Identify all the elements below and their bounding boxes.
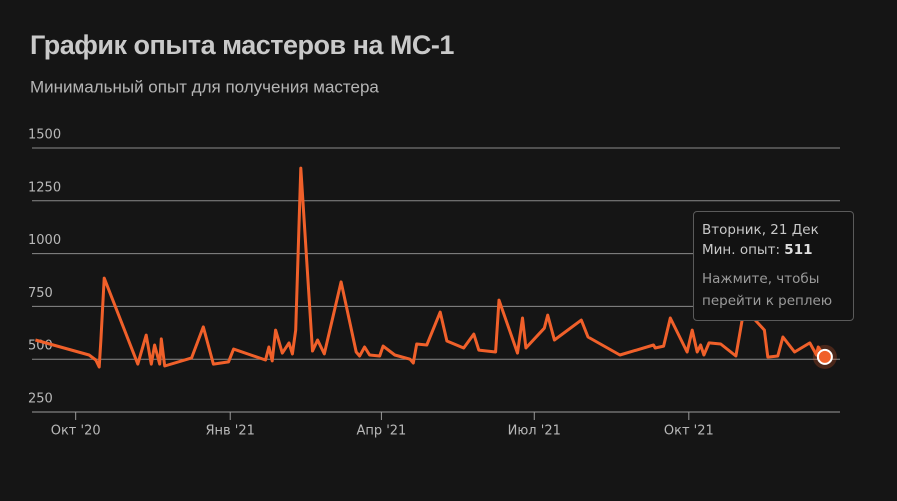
x-tick-label: Янв '21 bbox=[205, 424, 254, 439]
x-tick-label: Апр '21 bbox=[356, 424, 406, 439]
tooltip-value: 511 bbox=[784, 242, 813, 258]
chart-title: График опыта мастеров на МС-1 bbox=[30, 30, 454, 60]
y-tick-label: 1000 bbox=[28, 233, 61, 248]
tooltip[interactable]: Вторник, 21 Дек Мин. опыт: 511 Нажмите, … bbox=[693, 211, 854, 321]
tooltip-hint: Нажмите, чтобы перейти к реплею bbox=[702, 271, 833, 309]
x-tick-label: Окт '21 bbox=[664, 424, 714, 439]
x-tick-label: Окт '20 bbox=[51, 424, 101, 439]
tooltip-row: Мин. опыт: 511 bbox=[702, 240, 845, 260]
x-tick-label: Июл '21 bbox=[508, 424, 561, 439]
y-tick-label: 1250 bbox=[28, 180, 61, 195]
data-line bbox=[34, 166, 827, 369]
y-tick-label: 1500 bbox=[28, 128, 61, 143]
y-tick-label: 750 bbox=[28, 286, 53, 301]
y-tick-label: 250 bbox=[28, 392, 53, 407]
marker bbox=[816, 348, 833, 365]
tooltip-label: Мин. опыт: bbox=[702, 242, 780, 258]
tooltip-title: Вторник, 21 Дек bbox=[702, 222, 819, 238]
chart-subtitle: Минимальный опыт для получения мастера bbox=[30, 77, 379, 96]
